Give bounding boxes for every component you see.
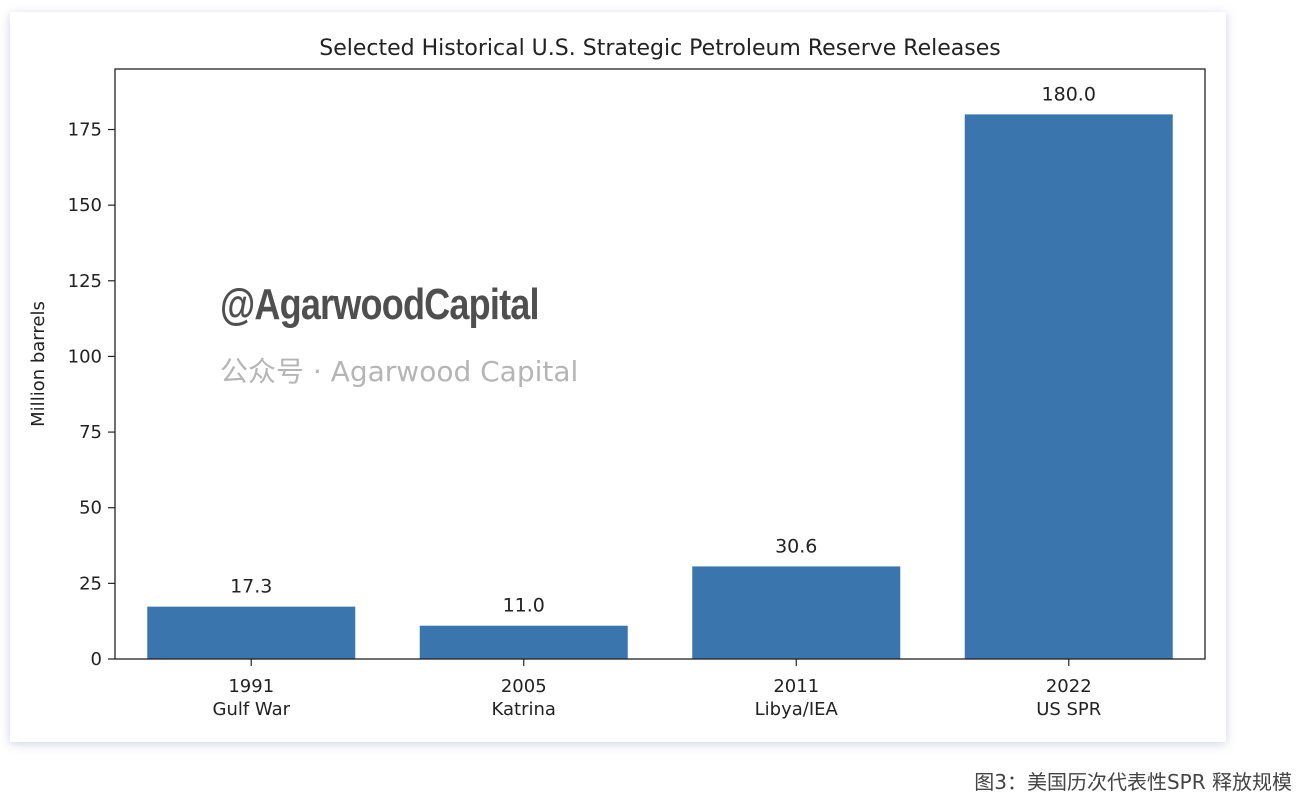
chart-card: Selected Historical U.S. Strategic Petro… <box>10 12 1226 742</box>
bar-1991 <box>147 606 356 659</box>
y-tick-label: 175 <box>68 120 102 141</box>
x-tick-label-year: 1991 <box>228 676 274 697</box>
data-label: 11.0 <box>503 595 545 617</box>
y-tick-label: 50 <box>79 498 102 519</box>
x-tick-label-event: US SPR <box>1036 699 1101 720</box>
watermark-faint: 公众号 · Agarwood Capital <box>220 355 579 388</box>
y-tick-label: 150 <box>68 195 102 216</box>
x-tick-label-event: Gulf War <box>213 699 291 720</box>
x-tick-label-event: Katrina <box>492 699 556 720</box>
data-label: 30.6 <box>775 535 817 557</box>
watermark-bold: @AgarwoodCapital <box>220 280 540 329</box>
bar-2011 <box>692 566 901 659</box>
bar-chart: Selected Historical U.S. Strategic Petro… <box>28 36 1206 720</box>
x-tick-label-event: Libya/IEA <box>755 699 839 720</box>
figure-caption: 图3：美国历次代表性SPR 释放规模 <box>974 770 1292 794</box>
x-tick-label-year: 2022 <box>1046 676 1092 697</box>
bar-2022 <box>964 114 1173 659</box>
y-tick-label: 25 <box>79 573 102 594</box>
y-axis-label: Million barrels <box>28 301 49 427</box>
data-label: 17.3 <box>230 576 272 598</box>
y-tick-label: 100 <box>68 346 102 367</box>
plot-frame <box>114 68 1206 660</box>
chart-title: Selected Historical U.S. Strategic Petro… <box>319 36 1000 61</box>
y-tick-label: 75 <box>79 422 102 443</box>
y-tick-label: 125 <box>68 271 102 292</box>
x-tick-label-year: 2005 <box>501 676 547 697</box>
data-label: 180.0 <box>1042 83 1096 105</box>
y-tick-label: 0 <box>91 649 102 670</box>
x-tick-label-year: 2011 <box>773 676 819 697</box>
bar-2005 <box>419 625 628 659</box>
